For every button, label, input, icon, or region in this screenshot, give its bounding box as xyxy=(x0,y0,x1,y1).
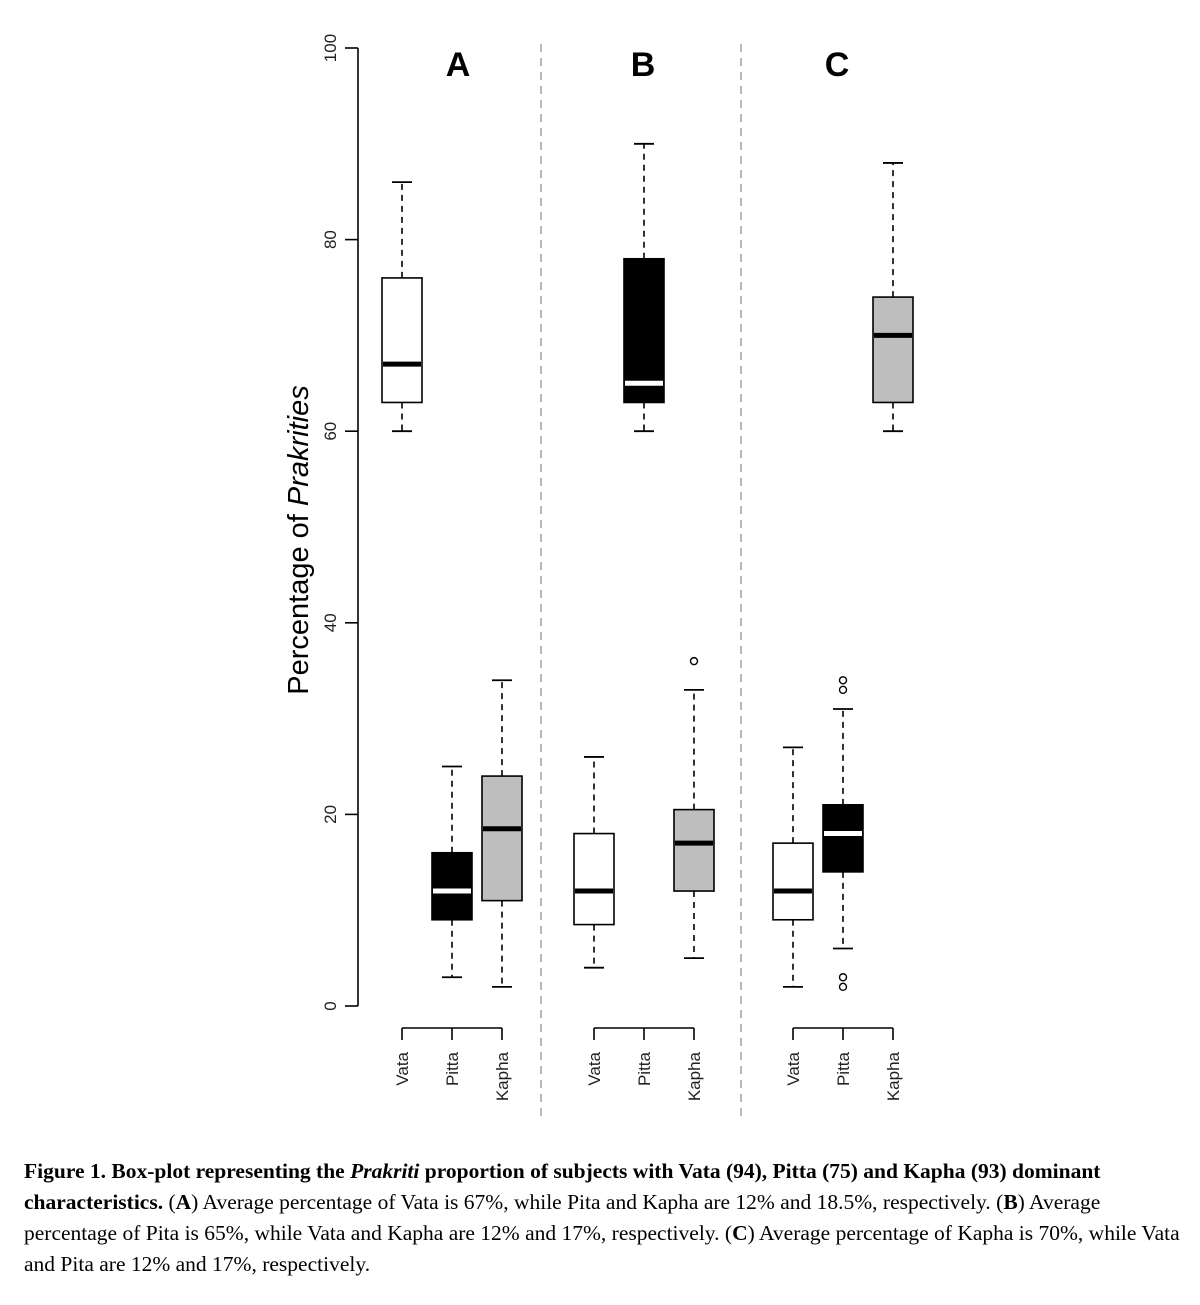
caption-title-after: proportion of subjects with Vata (94), P… xyxy=(24,1159,1101,1214)
figure-caption: Figure 1. Box-plot representing the Prak… xyxy=(24,1159,1180,1276)
caption-part-c-label: C xyxy=(732,1221,748,1245)
box-body xyxy=(772,842,814,921)
x-tick-label-kapha: Kapha xyxy=(493,1051,512,1101)
box-body xyxy=(872,296,914,404)
y-tick-label-60: 60 xyxy=(321,422,340,441)
y-axis: 0 20 40 60 80 100 xyxy=(321,34,359,1011)
outlier-point xyxy=(689,656,699,666)
caption-title-before: Box-plot representing the xyxy=(111,1159,351,1183)
y-tick-label-80: 80 xyxy=(321,230,340,249)
x-axis-c: Vata Pitta Kapha xyxy=(784,1027,903,1101)
box-b-vata xyxy=(573,756,615,969)
panels: A Vata Pitta Kapha B Vata Pitta Kapha C Vata Pitta… xyxy=(381,46,914,1101)
panel-label-a: A xyxy=(446,46,471,84)
panel-separators xyxy=(540,44,742,1120)
box-c-pitta xyxy=(822,676,864,992)
caption-figure-label: Figure 1. xyxy=(24,1159,107,1183)
outlier-point xyxy=(838,973,848,982)
box-body xyxy=(381,277,423,404)
y-axis-label-italic: Prakrities xyxy=(283,385,315,506)
box-a-kapha xyxy=(481,679,523,988)
box-plot-chart: 0 20 40 60 80 100 A Vata Pitta Kapha B Vata Pitta Ka… xyxy=(283,34,914,1120)
caption-part-a-label: A xyxy=(175,1190,192,1214)
y-tick-label-40: 40 xyxy=(321,613,340,632)
box-a-pitta xyxy=(431,765,473,979)
box-c-vata xyxy=(772,746,814,988)
y-axis-label: Percentage of Prakrities xyxy=(283,385,315,695)
caption-title-italic: Prakriti xyxy=(350,1159,420,1183)
box-b-kapha xyxy=(673,656,715,959)
outlier-point xyxy=(838,676,848,685)
box-body xyxy=(822,804,864,873)
x-tick-label-vata: Vata xyxy=(393,1051,412,1085)
x-tick-label-pitta: Pitta xyxy=(834,1051,853,1086)
caption-part-b-label: B xyxy=(1003,1190,1018,1214)
x-tick-label-vata: Vata xyxy=(784,1051,803,1085)
x-axis-b: Vata Pitta Kapha xyxy=(585,1027,704,1101)
x-tick-label-pitta: Pitta xyxy=(635,1051,654,1086)
box-body xyxy=(673,808,715,892)
box-a-vata xyxy=(381,181,423,433)
y-tick-label-100: 100 xyxy=(321,34,340,62)
box-body xyxy=(573,832,615,926)
x-tick-label-pitta: Pitta xyxy=(443,1051,462,1086)
y-tick-label-20: 20 xyxy=(321,805,340,824)
panel-label-b: B xyxy=(631,46,656,84)
x-axis-a: Vata Pitta Kapha xyxy=(393,1027,512,1101)
panel-b: B Vata Pitta Kapha xyxy=(573,46,715,1101)
y-axis-label-prefix: Percentage of xyxy=(283,506,315,695)
box-b-pitta xyxy=(623,142,665,433)
panel-a: A Vata Pitta Kapha xyxy=(381,46,523,1101)
y-tick-label-0: 0 xyxy=(321,1001,340,1010)
panel-label-c: C xyxy=(825,46,850,84)
x-tick-label-kapha: Kapha xyxy=(884,1051,903,1101)
caption-title: Box-plot representing the Prakriti propo… xyxy=(24,1159,1100,1214)
outlier-point xyxy=(838,982,848,992)
box-c-kapha xyxy=(872,162,914,433)
x-tick-label-vata: Vata xyxy=(585,1051,604,1085)
x-tick-label-kapha: Kapha xyxy=(685,1051,704,1101)
box-body xyxy=(431,851,473,921)
caption-part-b-text: Average percentage of Pita is 65%, while… xyxy=(24,1190,1101,1245)
outlier-point xyxy=(838,685,848,695)
caption-part-c-text: Average percentage of Kapha is 70%, whil… xyxy=(24,1221,1180,1276)
box-body xyxy=(623,257,665,404)
panel-c: C Vata Pitta Kapha xyxy=(772,46,914,1101)
caption-part-a-text: Average percentage of Vata is 67%, while… xyxy=(202,1190,991,1214)
box-body xyxy=(481,775,523,902)
